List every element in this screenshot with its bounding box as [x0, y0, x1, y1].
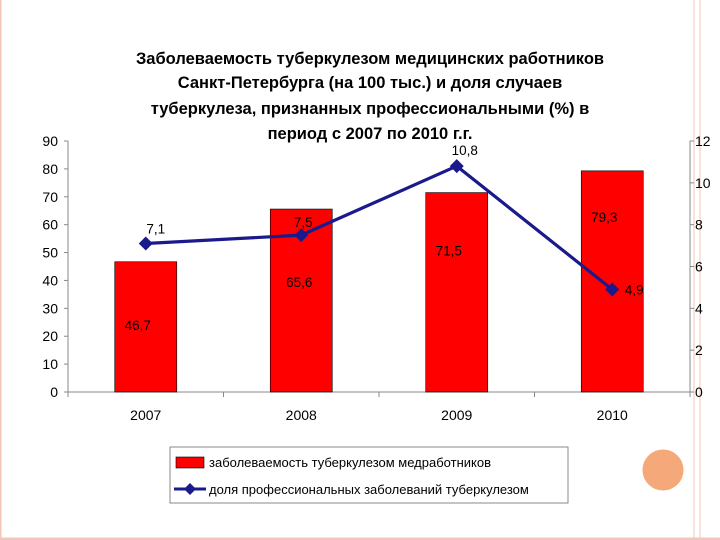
left-tick-label: 60	[42, 217, 58, 233]
line-point	[605, 282, 620, 297]
right-tick-label: 8	[695, 217, 703, 233]
legend: заболеваемость туберкулезом медработнико…	[169, 446, 569, 504]
chart-title-line-3: туберкулеза, признанных профессиональным…	[151, 100, 589, 118]
right-tick-label: 10	[695, 175, 711, 191]
line-data-label: 7,5	[294, 215, 313, 230]
line-data-label: 10,8	[452, 143, 478, 158]
left-tick-label: 40	[42, 272, 58, 288]
data-labels: 46,7 65,6 71,5 79,3 7,1 7,5 10,8 4,9	[125, 143, 644, 333]
line-data-label: 4,9	[625, 283, 644, 298]
chart-title-line-2: Санкт-Петербурга (на 100 тыс.) и доля сл…	[178, 74, 563, 92]
bar	[580, 170, 644, 393]
left-tick-label: 10	[42, 356, 58, 372]
legend-line-marker	[184, 483, 196, 495]
line-path	[145, 164, 614, 291]
bar-data-label: 65,6	[286, 275, 312, 290]
legend-bar-swatch	[175, 456, 205, 469]
line-series	[138, 159, 620, 297]
x-tick-label: 2010	[597, 407, 628, 423]
left-tick-label: 90	[42, 133, 58, 149]
chart-title-line-4: период с 2007 по 2010 г.г.	[268, 125, 473, 143]
bar-data-label: 71,5	[436, 244, 462, 259]
right-tick-label: 6	[695, 259, 703, 275]
line-point	[449, 159, 464, 174]
bar-data-label: 46,7	[125, 318, 151, 333]
line-point	[294, 228, 309, 243]
left-tick-label: 70	[42, 189, 58, 205]
left-tick-label: 50	[42, 245, 58, 261]
line-point	[138, 236, 153, 251]
x-tick-label: 2007	[130, 407, 161, 423]
left-tick-label: 0	[50, 384, 58, 400]
left-tick-label: 30	[42, 300, 58, 316]
x-tick-label: 2008	[286, 407, 317, 423]
right-tick-label: 2	[695, 342, 703, 358]
legend-bar-label: заболеваемость туберкулезом медработнико…	[209, 455, 491, 470]
legend-line-label: доля профессиональных заболеваний туберк…	[209, 482, 529, 497]
left-tick-label: 20	[42, 328, 58, 344]
right-tick-label: 4	[695, 300, 703, 316]
bar-data-label: 79,3	[591, 210, 617, 225]
chart-title-line-1: Заболеваемость туберкулезом медицинских …	[136, 50, 604, 68]
right-tick-label: 12	[695, 133, 711, 149]
line-data-label: 7,1	[146, 221, 165, 236]
bar	[114, 261, 178, 393]
bar-series	[114, 170, 644, 393]
legend-box	[169, 446, 569, 504]
bar	[425, 192, 489, 393]
x-tick-label: 2009	[441, 407, 472, 423]
decorative-circle	[639, 446, 687, 494]
right-tick-label: 0	[695, 384, 703, 400]
left-tick-label: 80	[42, 161, 58, 177]
chart-title: Заболеваемость туберкулезом медицинских …	[136, 50, 604, 143]
